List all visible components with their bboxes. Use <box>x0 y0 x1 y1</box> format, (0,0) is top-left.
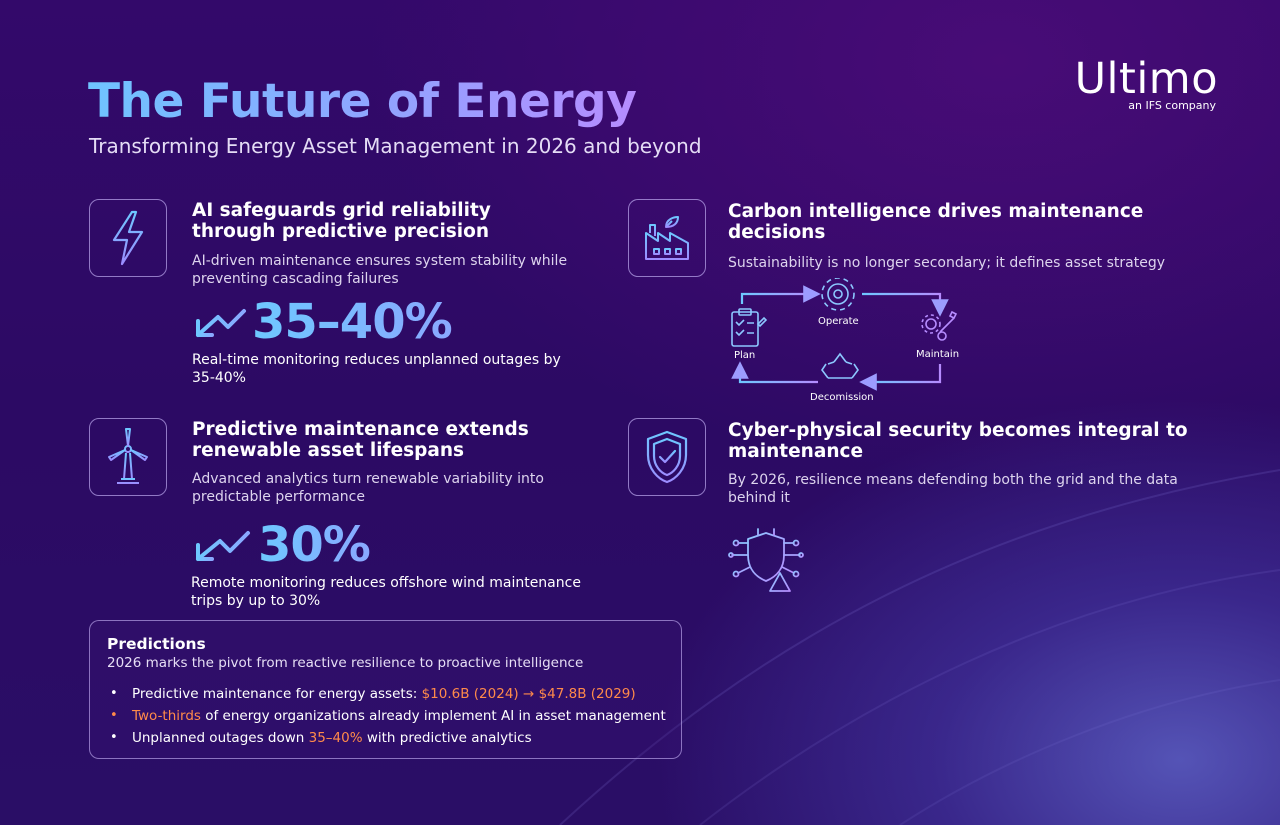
carbon-card-icon-box <box>628 199 706 277</box>
predictions-title: Predictions <box>107 635 206 653</box>
recycle-icon <box>821 352 859 379</box>
circuit-shield-warning-icon <box>728 528 804 592</box>
carbon-card-description: Sustainability is no longer secondary; i… <box>728 255 1166 271</box>
trend-down-arrow-icon <box>196 309 246 337</box>
shield-check-icon <box>646 430 688 484</box>
clipboard-icon <box>731 308 768 347</box>
grid-card-icon-box <box>89 199 167 277</box>
prediction-text: Unplanned outages down <box>132 730 309 746</box>
prediction-text: Predictive maintenance for energy assets… <box>132 686 422 702</box>
wind-turbine-icon <box>108 428 148 484</box>
cycle-label-operate: Operate <box>818 316 859 327</box>
cycle-label-plan: Plan <box>734 350 756 361</box>
list-item: • Two-thirds of energy organizations alre… <box>107 705 666 727</box>
lifecycle-diagram: Plan Operate Maintain Decomission <box>728 278 968 408</box>
prediction-highlight: Two-thirds <box>132 708 201 724</box>
grid-card-description: AI-driven maintenance ensures system sta… <box>192 253 568 287</box>
grid-stat-value: 35–40% <box>252 294 453 350</box>
list-item: • Predictive maintenance for energy asset… <box>107 683 666 705</box>
logo-name: Ultimo <box>1074 54 1218 104</box>
renewable-card-icon-box <box>89 418 167 496</box>
list-item: • Unplanned outages down 35–40% with pred… <box>107 727 666 749</box>
grid-card-stat: 35–40% <box>192 294 453 350</box>
renewable-card-title: Predictive maintenance extends renewable… <box>192 419 529 461</box>
renewable-stat-value: 30% <box>258 517 371 573</box>
renewable-stat-caption: Remote monitoring reduces offshore wind … <box>191 575 581 609</box>
lightning-bolt-icon <box>112 210 144 266</box>
page-title: The Future of Energy <box>88 74 637 129</box>
brand-logo: Ultimo an IFS company <box>1058 56 1218 112</box>
cycle-label-maintain: Maintain <box>916 349 960 360</box>
trend-down-arrow-icon <box>196 531 250 561</box>
prediction-highlight: 35–40% <box>308 730 363 746</box>
security-card-description: By 2026, resilience means defending both… <box>728 472 1178 506</box>
gear-icon <box>821 278 855 311</box>
grid-stat-caption: Real-time monitoring reduces unplanned o… <box>192 352 561 386</box>
bullet-icon: • <box>110 686 118 701</box>
predictions-list: • Predictive maintenance for energy asset… <box>107 683 666 749</box>
predictions-subtitle: 2026 marks the pivot from reactive resil… <box>107 655 584 671</box>
bullet-icon: • <box>110 730 118 745</box>
security-card-icon-box <box>628 418 706 496</box>
cycle-label-decommission: Decomission <box>810 392 874 403</box>
factory-leaf-icon <box>645 216 689 260</box>
prediction-highlight: $10.6B (2024) → $47.8B (2029) <box>421 686 636 702</box>
carbon-card-title: Carbon intelligence drives maintenance d… <box>728 201 1144 243</box>
page-subtitle: Transforming Energy Asset Management in … <box>89 134 702 158</box>
grid-card-title: AI safeguards grid reliability through p… <box>192 200 491 242</box>
predictions-panel: Predictions 2026 marks the pivot from re… <box>89 620 682 759</box>
lifecycle-arrows <box>731 278 958 391</box>
renewable-card-stat: 30% <box>192 517 371 573</box>
prediction-text-after: of energy organizations already implemen… <box>200 708 666 724</box>
security-card-title: Cyber-physical security becomes integral… <box>728 420 1188 462</box>
renewable-card-description: Advanced analytics turn renewable variab… <box>192 471 544 505</box>
logo-tagline: an IFS company <box>1128 99 1216 112</box>
prediction-text-after: with predictive analytics <box>362 730 532 746</box>
wrench-gear-icon <box>921 310 958 341</box>
bullet-icon: • <box>110 708 118 723</box>
